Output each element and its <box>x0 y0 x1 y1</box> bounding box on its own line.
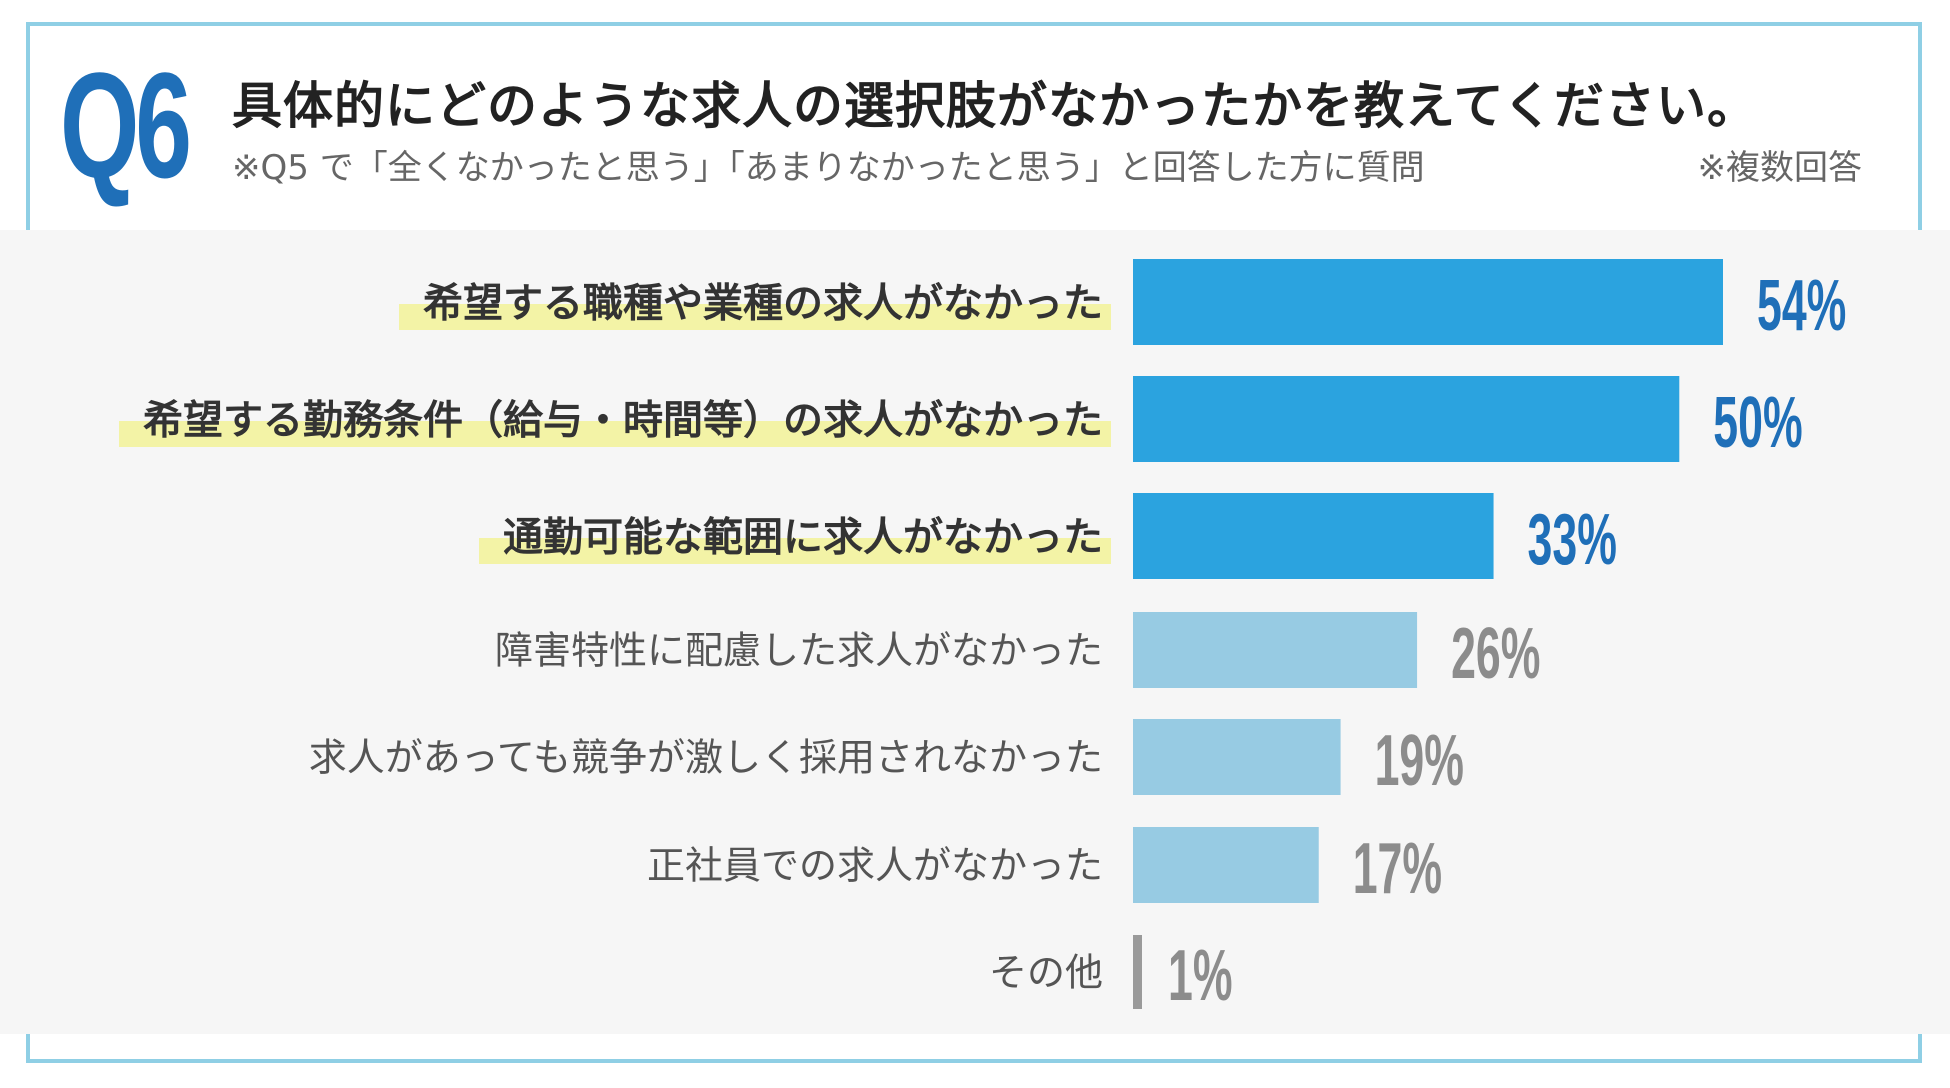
chart-area: 希望する職種や業種の求人がなかった 54% 希望する勤務条件（給与・時間等）の求人が… <box>0 230 1950 1034</box>
category-label: 障害特性に配慮した求人がなかった <box>495 629 1103 673</box>
bar <box>1133 827 1319 903</box>
label-highlight-marker <box>119 421 1111 447</box>
category-label: 希望する勤務条件（給与・時間等）の求人がなかった <box>143 397 1103 443</box>
data-label: 33% <box>1528 499 1617 580</box>
bar <box>1133 612 1418 688</box>
data-label: 54% <box>1757 265 1846 346</box>
bar <box>1133 935 1142 1009</box>
multiple-answer-note: ※複数回答 <box>1697 148 1863 188</box>
data-label: 17% <box>1353 828 1442 909</box>
category-label: 求人があっても競争が激しく採用されなかった <box>309 736 1103 780</box>
category-label: その他 <box>989 951 1103 995</box>
bar <box>1133 376 1680 462</box>
category-label: 通勤可能な範囲に求人がなかった <box>503 514 1103 560</box>
bar <box>1133 719 1341 795</box>
data-label: 50% <box>1713 382 1802 463</box>
data-label: 1% <box>1168 935 1233 1016</box>
bar-chart: 希望する職種や業種の求人がなかった 54% 希望する勤務条件（給与・時間等）の求人が… <box>119 259 1846 1016</box>
data-label: 19% <box>1375 720 1464 801</box>
question-number-badge: Q6 <box>60 41 192 209</box>
question-title: 具体的にどのような求人の選択肢がなかったかを教えてください。 <box>232 77 1758 135</box>
category-label: 正社員での求人がなかった <box>647 844 1103 888</box>
bar <box>1133 493 1494 579</box>
label-highlight-marker <box>399 304 1111 330</box>
data-label: 26% <box>1451 613 1540 694</box>
category-label: 希望する職種や業種の求人がなかった <box>423 280 1103 326</box>
question-condition-note: ※Q5 で「全くなかったと思う」「あまりなかったと思う」と回答した方に質問 <box>232 148 1425 188</box>
label-highlight-marker <box>479 538 1111 564</box>
bar <box>1133 259 1723 345</box>
